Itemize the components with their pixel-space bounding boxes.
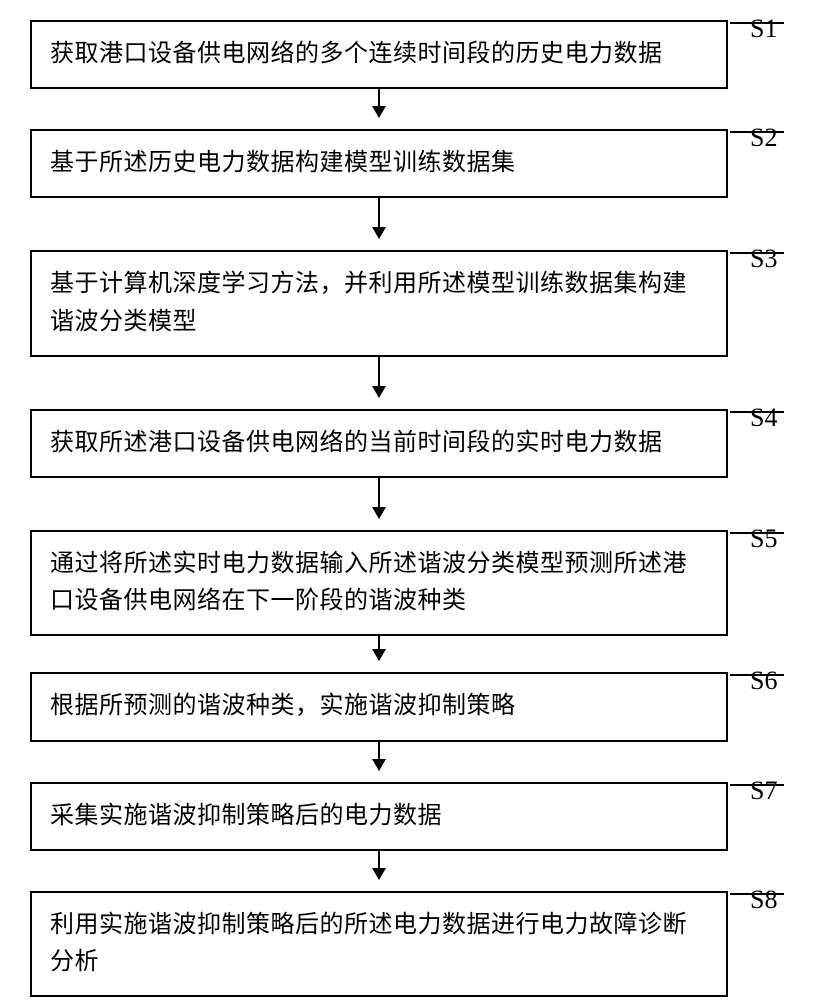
flow-step-s3: 基于计算机深度学习方法，并利用所述模型训练数据集构建谐波分类模型S3 (30, 250, 790, 356)
arrow-down-icon (378, 851, 380, 879)
arrow-down-icon (378, 636, 380, 660)
step-box: 基于所述历史电力数据构建模型训练数据集 (30, 129, 728, 198)
flow-step-s2: 基于所述历史电力数据构建模型训练数据集S2 (30, 129, 790, 198)
step-label: S5 (750, 524, 777, 554)
flow-step-s8: 利用实施谐波抑制策略后的所述电力数据进行电力故障诊断分析S8 (30, 891, 790, 997)
step-box: 获取港口设备供电网络的多个连续时间段的历史电力数据 (30, 20, 728, 89)
step-box: 根据所预测的谐波种类，实施谐波抑制策略 (30, 672, 728, 741)
step-label: S7 (750, 776, 777, 806)
flow-step-s4: 获取所述港口设备供电网络的当前时间段的实时电力数据S4 (30, 409, 790, 478)
step-text: 根据所预测的谐波种类，实施谐波抑制策略 (50, 688, 516, 725)
arrow-down-icon (378, 742, 380, 770)
arrow-connector (30, 478, 728, 530)
arrow-down-icon (378, 478, 380, 518)
step-box: 利用实施谐波抑制策略后的所述电力数据进行电力故障诊断分析 (30, 891, 728, 997)
step-text: 利用实施谐波抑制策略后的所述电力数据进行电力故障诊断分析 (50, 907, 708, 981)
step-box: 获取所述港口设备供电网络的当前时间段的实时电力数据 (30, 409, 728, 478)
arrow-down-icon (378, 357, 380, 397)
step-text: 通过将所述实时电力数据输入所述谐波分类模型预测所述港口设备供电网络在下一阶段的谐… (50, 546, 708, 620)
step-text: 获取所述港口设备供电网络的当前时间段的实时电力数据 (50, 425, 663, 462)
step-label: S2 (750, 123, 777, 153)
flowchart-container: 获取港口设备供电网络的多个连续时间段的历史电力数据S1 基于所述历史电力数据构建模… (30, 20, 790, 997)
arrow-connector (30, 851, 728, 891)
step-label: S4 (750, 403, 777, 433)
arrow-connector (30, 742, 728, 782)
step-label: S1 (750, 14, 777, 44)
step-label: S6 (750, 666, 777, 696)
flow-step-s6: 根据所预测的谐波种类，实施谐波抑制策略S6 (30, 672, 790, 741)
step-label: S3 (750, 244, 777, 274)
arrow-connector (30, 198, 728, 250)
arrow-connector (30, 636, 728, 672)
flow-step-s1: 获取港口设备供电网络的多个连续时间段的历史电力数据S1 (30, 20, 790, 89)
step-label: S8 (750, 885, 777, 915)
step-box: 通过将所述实时电力数据输入所述谐波分类模型预测所述港口设备供电网络在下一阶段的谐… (30, 530, 728, 636)
step-text: 获取港口设备供电网络的多个连续时间段的历史电力数据 (50, 36, 663, 73)
step-box: 基于计算机深度学习方法，并利用所述模型训练数据集构建谐波分类模型 (30, 250, 728, 356)
arrow-connector (30, 89, 728, 129)
step-text: 基于计算机深度学习方法，并利用所述模型训练数据集构建谐波分类模型 (50, 266, 708, 340)
flow-step-s5: 通过将所述实时电力数据输入所述谐波分类模型预测所述港口设备供电网络在下一阶段的谐… (30, 530, 790, 636)
arrow-connector (30, 357, 728, 409)
step-box: 采集实施谐波抑制策略后的电力数据 (30, 782, 728, 851)
arrow-down-icon (378, 89, 380, 117)
step-text: 采集实施谐波抑制策略后的电力数据 (50, 798, 442, 835)
arrow-down-icon (378, 198, 380, 238)
flow-step-s7: 采集实施谐波抑制策略后的电力数据S7 (30, 782, 790, 851)
step-text: 基于所述历史电力数据构建模型训练数据集 (50, 145, 516, 182)
